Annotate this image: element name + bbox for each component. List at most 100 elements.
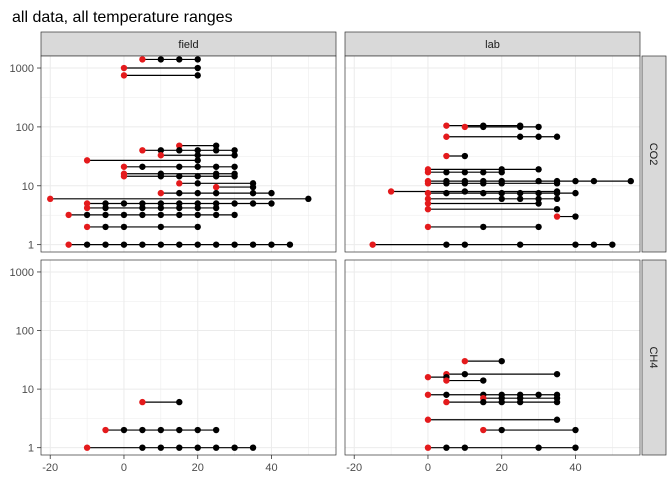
data-point-first [443, 377, 450, 384]
strip-lab [344, 31, 641, 57]
data-point [553, 180, 561, 187]
data-point [516, 195, 524, 203]
data-point [194, 200, 201, 207]
data-point-first [176, 142, 183, 149]
data-point [443, 180, 450, 187]
data-point-first [83, 444, 91, 451]
data-point [535, 391, 542, 398]
data-point-first [83, 200, 91, 207]
data-point-first [65, 241, 72, 248]
data-point [553, 189, 561, 197]
panel-lab-CH4 [345, 260, 640, 455]
data-point [194, 72, 201, 79]
data-point [480, 189, 487, 197]
data-point [120, 426, 128, 434]
data-point-first [369, 241, 376, 248]
data-point [553, 370, 561, 378]
y-tick-label: 100 [16, 122, 34, 134]
data-point [443, 189, 450, 197]
data-point [157, 444, 165, 451]
data-point-first [424, 373, 432, 381]
panel-border-lab-CH4 [344, 259, 641, 456]
y-tick-label: 10 [22, 181, 34, 193]
data-point [176, 444, 183, 451]
x-tick-label: 0 [121, 462, 127, 474]
data-point-first [443, 398, 450, 406]
data-point [194, 147, 201, 154]
data-point-first [139, 398, 146, 406]
data-point [212, 163, 220, 170]
data-point [498, 195, 505, 203]
data-point [498, 357, 505, 365]
data-point [498, 189, 505, 197]
data-point [120, 223, 128, 231]
data-point [231, 200, 238, 207]
data-point [286, 241, 294, 248]
data-point [480, 223, 487, 231]
data-point [212, 444, 220, 451]
data-point [535, 223, 542, 231]
strip-CO2 [641, 55, 667, 253]
data-point [535, 177, 542, 185]
data-point [627, 177, 634, 185]
data-point-first [139, 56, 146, 63]
data-point [268, 200, 275, 207]
data-point-first [424, 205, 432, 213]
data-point [480, 180, 487, 187]
data-point [194, 173, 201, 180]
data-point [120, 211, 128, 219]
data-point [139, 241, 146, 248]
strip-label-CO2: CO2 [647, 143, 659, 166]
data-point-first [120, 173, 128, 180]
strip-field [40, 31, 337, 57]
data-point [231, 211, 238, 219]
data-point [268, 241, 275, 248]
data-point [194, 157, 201, 164]
data-point [139, 444, 146, 451]
data-point [535, 133, 542, 140]
data-point [102, 211, 109, 219]
data-point [535, 123, 542, 131]
data-point [231, 173, 238, 180]
data-point [176, 204, 183, 212]
data-point-first [424, 200, 432, 207]
data-point-first [212, 183, 220, 191]
data-point [443, 391, 450, 398]
data-point [194, 180, 201, 187]
data-point [590, 177, 598, 185]
data-point-first [424, 169, 432, 176]
data-point-first [83, 204, 91, 212]
data-point [176, 398, 183, 406]
panel-border-field-CH4 [40, 259, 337, 456]
data-point [516, 189, 524, 197]
data-point [157, 241, 165, 248]
data-point [268, 189, 275, 197]
x-tick-label: 40 [265, 462, 277, 474]
data-point [516, 398, 524, 406]
y-tick-label: 10 [22, 384, 34, 396]
data-point [212, 189, 220, 197]
data-point-first [424, 391, 432, 398]
data-point-first [102, 426, 109, 434]
data-point [461, 180, 469, 187]
data-point [231, 444, 238, 451]
panel-field-CO2 [41, 56, 336, 252]
data-point [535, 189, 542, 197]
data-point [609, 241, 616, 248]
data-point [176, 426, 183, 434]
data-point [139, 426, 146, 434]
data-point [572, 189, 579, 197]
strip-CH4 [641, 259, 667, 456]
y-tick-label: 100 [16, 326, 34, 338]
data-point [157, 56, 165, 63]
data-point-first [157, 152, 165, 159]
data-point [480, 377, 487, 384]
data-point [102, 200, 109, 207]
panel-field-CH4 [41, 260, 336, 455]
data-point [176, 189, 183, 197]
data-point [249, 200, 257, 207]
data-point-first [553, 213, 561, 220]
data-point [102, 223, 109, 231]
data-point-first [424, 195, 432, 203]
x-tick-label: -20 [346, 462, 362, 474]
